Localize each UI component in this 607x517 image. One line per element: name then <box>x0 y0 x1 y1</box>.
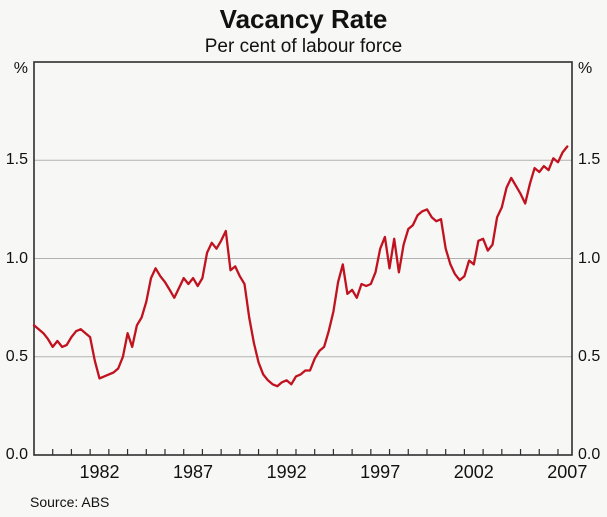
y-axis-unit-right: % <box>578 60 593 77</box>
x-tick-label-1992: 1992 <box>266 462 307 482</box>
source-note: Source: ABS <box>30 494 110 510</box>
chart-title: Vacancy Rate <box>219 4 388 34</box>
y-tick-label-right-1.0: 1.0 <box>578 249 601 267</box>
y-tick-label-left-1.0: 1.0 <box>5 249 28 267</box>
chart-subtitle: Per cent of labour force <box>204 36 403 57</box>
x-tick-label-2002: 2002 <box>453 462 494 482</box>
x-tick-label-1982: 1982 <box>79 462 120 482</box>
y-tick-label-left-0.0: 0.0 <box>5 446 28 463</box>
y-tick-label-right-0.5: 0.5 <box>578 347 601 365</box>
x-tick-label-1997: 1997 <box>360 462 401 482</box>
x-tick-label-1987: 1987 <box>173 462 214 482</box>
y-tick-label-left-1.5: 1.5 <box>5 151 28 169</box>
data-line-0 <box>32 145 569 388</box>
x-tick-label-2007: 2007 <box>547 462 588 482</box>
y-tick-label-right-1.5: 1.5 <box>578 151 601 169</box>
y-tick-label-left-0.5: 0.5 <box>5 347 28 365</box>
y-tick-label-right-0.0: 0.0 <box>578 446 601 463</box>
y-axis-unit-left: % <box>13 60 28 77</box>
plot-frame <box>33 61 573 456</box>
